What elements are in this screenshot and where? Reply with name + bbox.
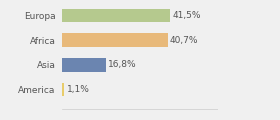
Text: 40,7%: 40,7% bbox=[170, 36, 199, 45]
Text: 41,5%: 41,5% bbox=[172, 11, 201, 20]
Bar bbox=[62, 33, 168, 47]
Text: 1,1%: 1,1% bbox=[67, 85, 89, 94]
Bar bbox=[62, 83, 64, 96]
Bar bbox=[62, 9, 170, 22]
Bar bbox=[62, 58, 106, 72]
Text: 16,8%: 16,8% bbox=[108, 60, 136, 69]
